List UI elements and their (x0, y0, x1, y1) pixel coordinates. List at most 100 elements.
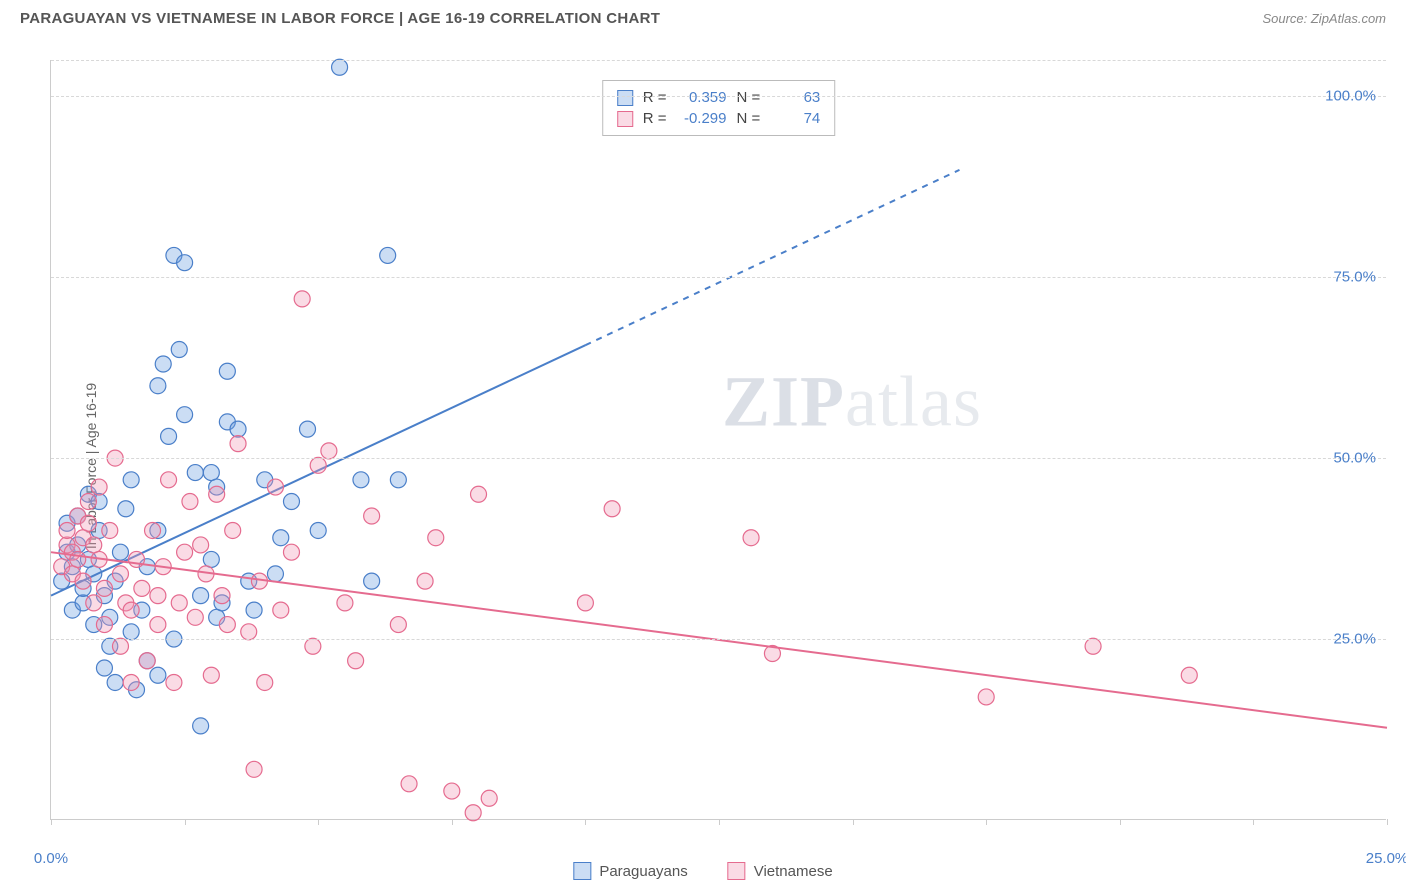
stats-swatch-vietnamese (617, 111, 633, 127)
x-axis-legend: Paraguayans Vietnamese (573, 862, 832, 880)
x-tick (585, 819, 586, 825)
chart-container: In Labor Force | Age 16-19 ZIPatlas R = … (0, 40, 1406, 892)
scatter-point (246, 602, 262, 618)
gridline (51, 639, 1386, 640)
scatter-point (134, 580, 150, 596)
scatter-point (193, 718, 209, 734)
stats-row-vietnamese: R = -0.299 N = 74 (617, 108, 821, 129)
scatter-point (310, 457, 326, 473)
scatter-point (112, 566, 128, 582)
scatter-point (209, 486, 225, 502)
stats-r-label: R = (643, 89, 667, 106)
scatter-point (107, 674, 123, 690)
scatter-point (203, 465, 219, 481)
legend-label-vietnamese: Vietnamese (754, 863, 833, 880)
x-tick (1120, 819, 1121, 825)
plot-svg (51, 60, 1386, 819)
scatter-point (150, 667, 166, 683)
scatter-point (332, 59, 348, 75)
scatter-point (348, 653, 364, 669)
stats-n-label: N = (737, 89, 761, 106)
y-tick-label: 100.0% (1325, 88, 1376, 105)
stats-row-paraguayans: R = 0.359 N = 63 (617, 87, 821, 108)
scatter-point (471, 486, 487, 502)
correlation-stats-box: R = 0.359 N = 63 R = -0.299 N = 74 (602, 80, 836, 136)
scatter-point (380, 247, 396, 263)
scatter-point (96, 580, 112, 596)
chart-source: Source: ZipAtlas.com (1262, 11, 1386, 26)
scatter-point (150, 617, 166, 633)
scatter-point (283, 494, 299, 510)
x-tick (719, 819, 720, 825)
trend-line-dashed (585, 170, 959, 345)
scatter-point (257, 674, 273, 690)
scatter-point (75, 573, 91, 589)
scatter-point (364, 508, 380, 524)
scatter-point (96, 660, 112, 676)
scatter-point (123, 674, 139, 690)
x-tick (51, 819, 52, 825)
scatter-point (353, 472, 369, 488)
scatter-point (96, 617, 112, 633)
x-tick-label: 25.0% (1366, 850, 1406, 867)
scatter-point (123, 624, 139, 640)
x-tick (986, 819, 987, 825)
scatter-point (187, 465, 203, 481)
scatter-point (193, 537, 209, 553)
x-tick (185, 819, 186, 825)
scatter-point (161, 472, 177, 488)
scatter-point (171, 595, 187, 611)
scatter-point (187, 609, 203, 625)
scatter-point (364, 573, 380, 589)
scatter-point (177, 407, 193, 423)
scatter-point (155, 356, 171, 372)
legend-item-paraguayans: Paraguayans (573, 862, 687, 880)
scatter-point (321, 443, 337, 459)
stats-n-value-1: 63 (770, 89, 820, 106)
scatter-point (1085, 638, 1101, 654)
x-tick-label: 0.0% (34, 850, 68, 867)
scatter-point (118, 501, 134, 517)
scatter-point (577, 595, 593, 611)
scatter-point (161, 428, 177, 444)
scatter-point (112, 544, 128, 560)
scatter-point (444, 783, 460, 799)
y-tick-label: 25.0% (1333, 631, 1376, 648)
scatter-point (230, 436, 246, 452)
scatter-point (139, 653, 155, 669)
scatter-point (241, 624, 257, 640)
scatter-point (267, 479, 283, 495)
scatter-point (743, 530, 759, 546)
scatter-point (225, 522, 241, 538)
scatter-point (102, 522, 118, 538)
scatter-point (91, 479, 107, 495)
chart-title: PARAGUAYAN VS VIETNAMESE IN LABOR FORCE … (20, 10, 660, 27)
scatter-point (267, 566, 283, 582)
y-tick-label: 75.0% (1333, 269, 1376, 286)
x-tick (1253, 819, 1254, 825)
stats-r-value-1: 0.359 (677, 89, 727, 106)
scatter-point (481, 790, 497, 806)
legend-swatch-paraguayans (573, 862, 591, 880)
plot-area: ZIPatlas R = 0.359 N = 63 R = -0.299 N =… (50, 60, 1386, 820)
scatter-point (150, 588, 166, 604)
scatter-point (86, 537, 102, 553)
scatter-point (166, 674, 182, 690)
gridline (51, 60, 1386, 61)
scatter-point (300, 421, 316, 437)
stats-r-value-2: -0.299 (677, 110, 727, 127)
scatter-point (401, 776, 417, 792)
scatter-point (193, 588, 209, 604)
scatter-point (171, 342, 187, 358)
scatter-point (177, 544, 193, 560)
scatter-point (123, 602, 139, 618)
legend-item-vietnamese: Vietnamese (728, 862, 833, 880)
scatter-point (219, 363, 235, 379)
scatter-point (219, 617, 235, 633)
scatter-point (214, 588, 230, 604)
scatter-point (150, 378, 166, 394)
gridline (51, 277, 1386, 278)
scatter-point (112, 638, 128, 654)
scatter-point (86, 595, 102, 611)
scatter-point (182, 494, 198, 510)
